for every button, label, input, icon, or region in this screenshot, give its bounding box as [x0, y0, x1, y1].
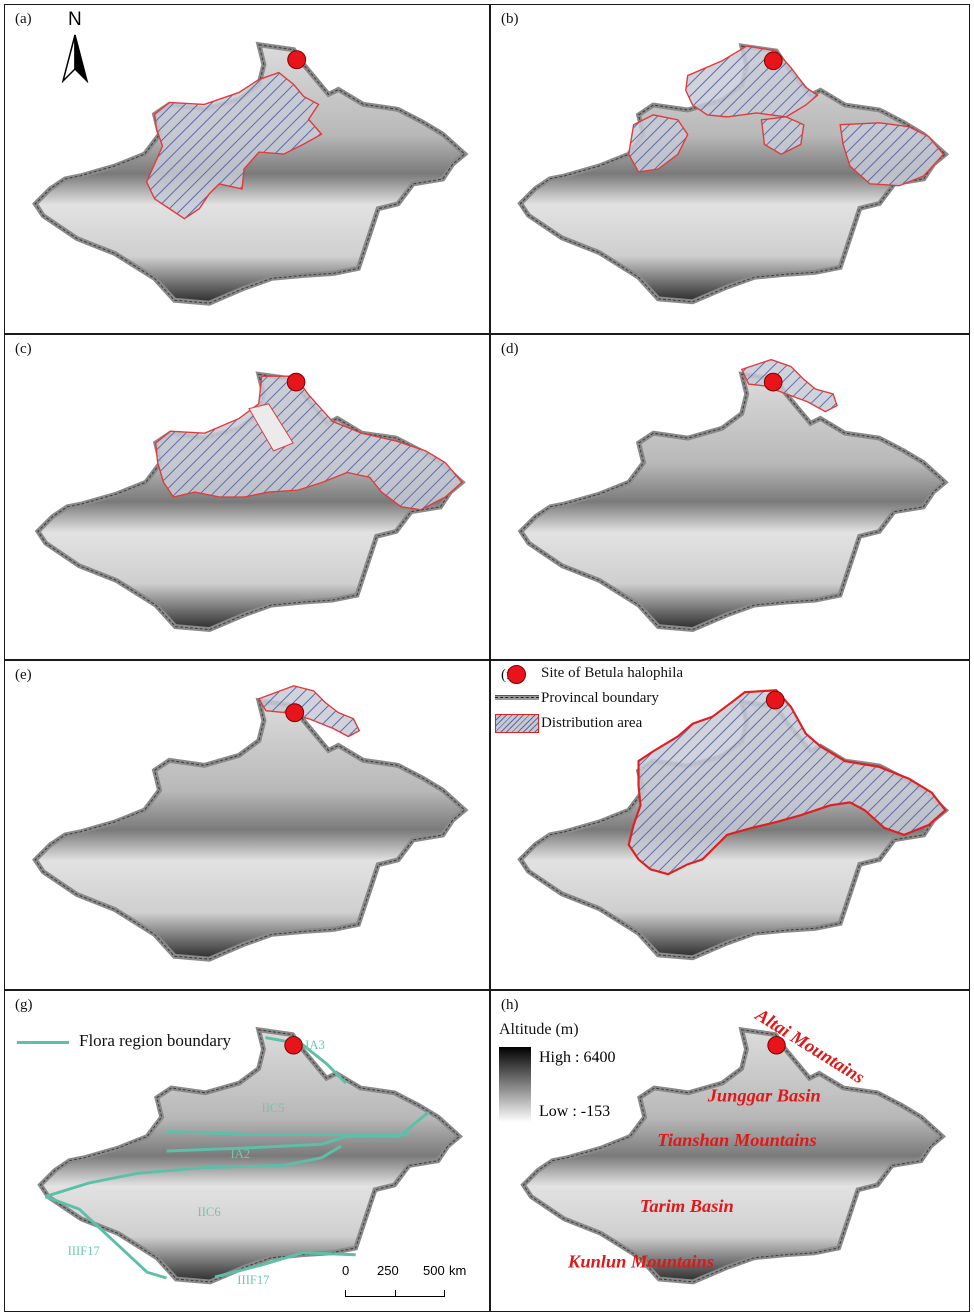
map-a [5, 5, 489, 333]
scale-tick-500: 500 [423, 1263, 445, 1278]
distribution-area-west [627, 114, 689, 173]
distribution-area [145, 71, 323, 220]
flora-boundaries [44, 1036, 430, 1280]
flora-label-ia2: IA2 [231, 1147, 251, 1161]
panel-a: (a) N [4, 4, 490, 334]
legend-site-label: Site of Betula halophila [541, 665, 684, 681]
panel-c: (c) [4, 334, 490, 660]
flora-label-iic5: IIC5 [262, 1101, 285, 1115]
flora-legend-label: Flora region boundary [79, 1031, 232, 1050]
region-label-junggar: Junggar Basin [707, 1086, 821, 1106]
site-marker [767, 1036, 786, 1055]
panel-label-d: (d) [501, 341, 519, 357]
map-g: IA3 IIC5 IA2 IIC6 IIIF17 IIIF17 [5, 991, 489, 1287]
legend-row-boundary: Provincal boundary [495, 686, 735, 711]
flora-line-icon [17, 1040, 69, 1044]
flora-line-ia2 [166, 1133, 409, 1153]
legend-row-site: Site of Betula halophila [495, 661, 735, 686]
altitude-high-label: High : 6400 [539, 1049, 616, 1066]
panel-label-h: (h) [501, 997, 519, 1013]
scale-unit: km [449, 1263, 467, 1278]
distribution-area [154, 375, 463, 511]
panel-e: (e) [4, 660, 490, 990]
distribution-area-east [839, 122, 945, 187]
legend-row-distribution: Distribution area [495, 711, 735, 736]
map-h: Altai Mountains Junggar Basin Tianshan M… [491, 1004, 969, 1311]
province-shape [35, 45, 464, 303]
panel-label-e: (e) [15, 667, 32, 683]
boundary-line-icon [495, 695, 539, 700]
panel-label-a: (a) [15, 11, 32, 27]
flora-label-iic6: IIC6 [198, 1205, 221, 1219]
gap-area [248, 403, 294, 452]
north-label: N [68, 9, 82, 30]
altitude-title: Altitude (m) [499, 1021, 579, 1038]
legend-boundary-label: Provincal boundary [541, 690, 659, 706]
flora-line-iic6 [44, 1144, 342, 1198]
altitude-gradient [499, 1047, 531, 1122]
distribution-hatch-icon [495, 714, 539, 733]
site-marker [763, 372, 783, 392]
site-marker [285, 703, 305, 723]
north-arrow-left-icon [61, 34, 76, 83]
panel-f: (f) Site of Betula halophila Provincal b… [490, 660, 970, 990]
legend-distribution-label: Distribution area [541, 715, 643, 731]
region-label-tarim: Tarim Basin [640, 1196, 734, 1216]
scale-tick-250: 250 [377, 1263, 399, 1278]
panel-h: Altai Mountains Junggar Basin Tianshan M… [490, 990, 970, 1312]
province-shape [523, 1030, 942, 1282]
panel-label-b: (b) [501, 11, 519, 27]
altitude-low-label: Low : -153 [539, 1103, 611, 1120]
panel-g: IA3 IIC5 IA2 IIC6 IIIF17 IIIF17 (g) Flor… [4, 990, 490, 1312]
scale-tick-0: 0 [342, 1263, 350, 1278]
flora-label-iiif17-west: IIIF17 [68, 1244, 100, 1258]
site-marker [286, 372, 306, 392]
province-shape [521, 374, 945, 629]
site-dot-icon [507, 665, 526, 684]
north-arrow-right-icon [74, 34, 89, 83]
site-marker [763, 51, 783, 71]
flora-line-iic5 [166, 1111, 430, 1138]
site-marker [287, 50, 307, 70]
scale-bar: 0 250 500 km [335, 1263, 475, 1303]
map-b [491, 5, 969, 333]
map-d [491, 358, 969, 659]
distribution-area-north [685, 45, 819, 118]
map-e [5, 685, 489, 989]
flora-label-iiif17-south: IIIF17 [237, 1273, 269, 1287]
flora-line-iiif17-south [214, 1251, 356, 1279]
panel-label-c: (c) [15, 341, 32, 357]
map-legend: Site of Betula halophila Provincal bound… [495, 661, 735, 736]
site-marker [284, 1036, 303, 1055]
province-shape [35, 701, 464, 959]
panel-b: (b) [490, 4, 970, 334]
region-label-kunlun: Kunlun Mountains [567, 1251, 714, 1271]
flora-legend: Flora region boundary [17, 1031, 231, 1051]
scale-bar-line [345, 1290, 445, 1297]
site-marker [765, 690, 785, 710]
north-arrow: N [55, 9, 95, 83]
distribution-area-center [760, 116, 805, 156]
panel-label-g: (g) [15, 997, 33, 1013]
flora-line-ia3 [265, 1036, 347, 1085]
distribution-area [627, 689, 947, 876]
panel-d: (d) [490, 334, 970, 660]
map-c [5, 335, 489, 659]
flora-line-iiif17-west [44, 1195, 167, 1280]
flora-label-ia3: IA3 [305, 1038, 325, 1052]
map-f [491, 689, 969, 989]
region-label-tianshan: Tianshan Mountains [657, 1130, 816, 1150]
